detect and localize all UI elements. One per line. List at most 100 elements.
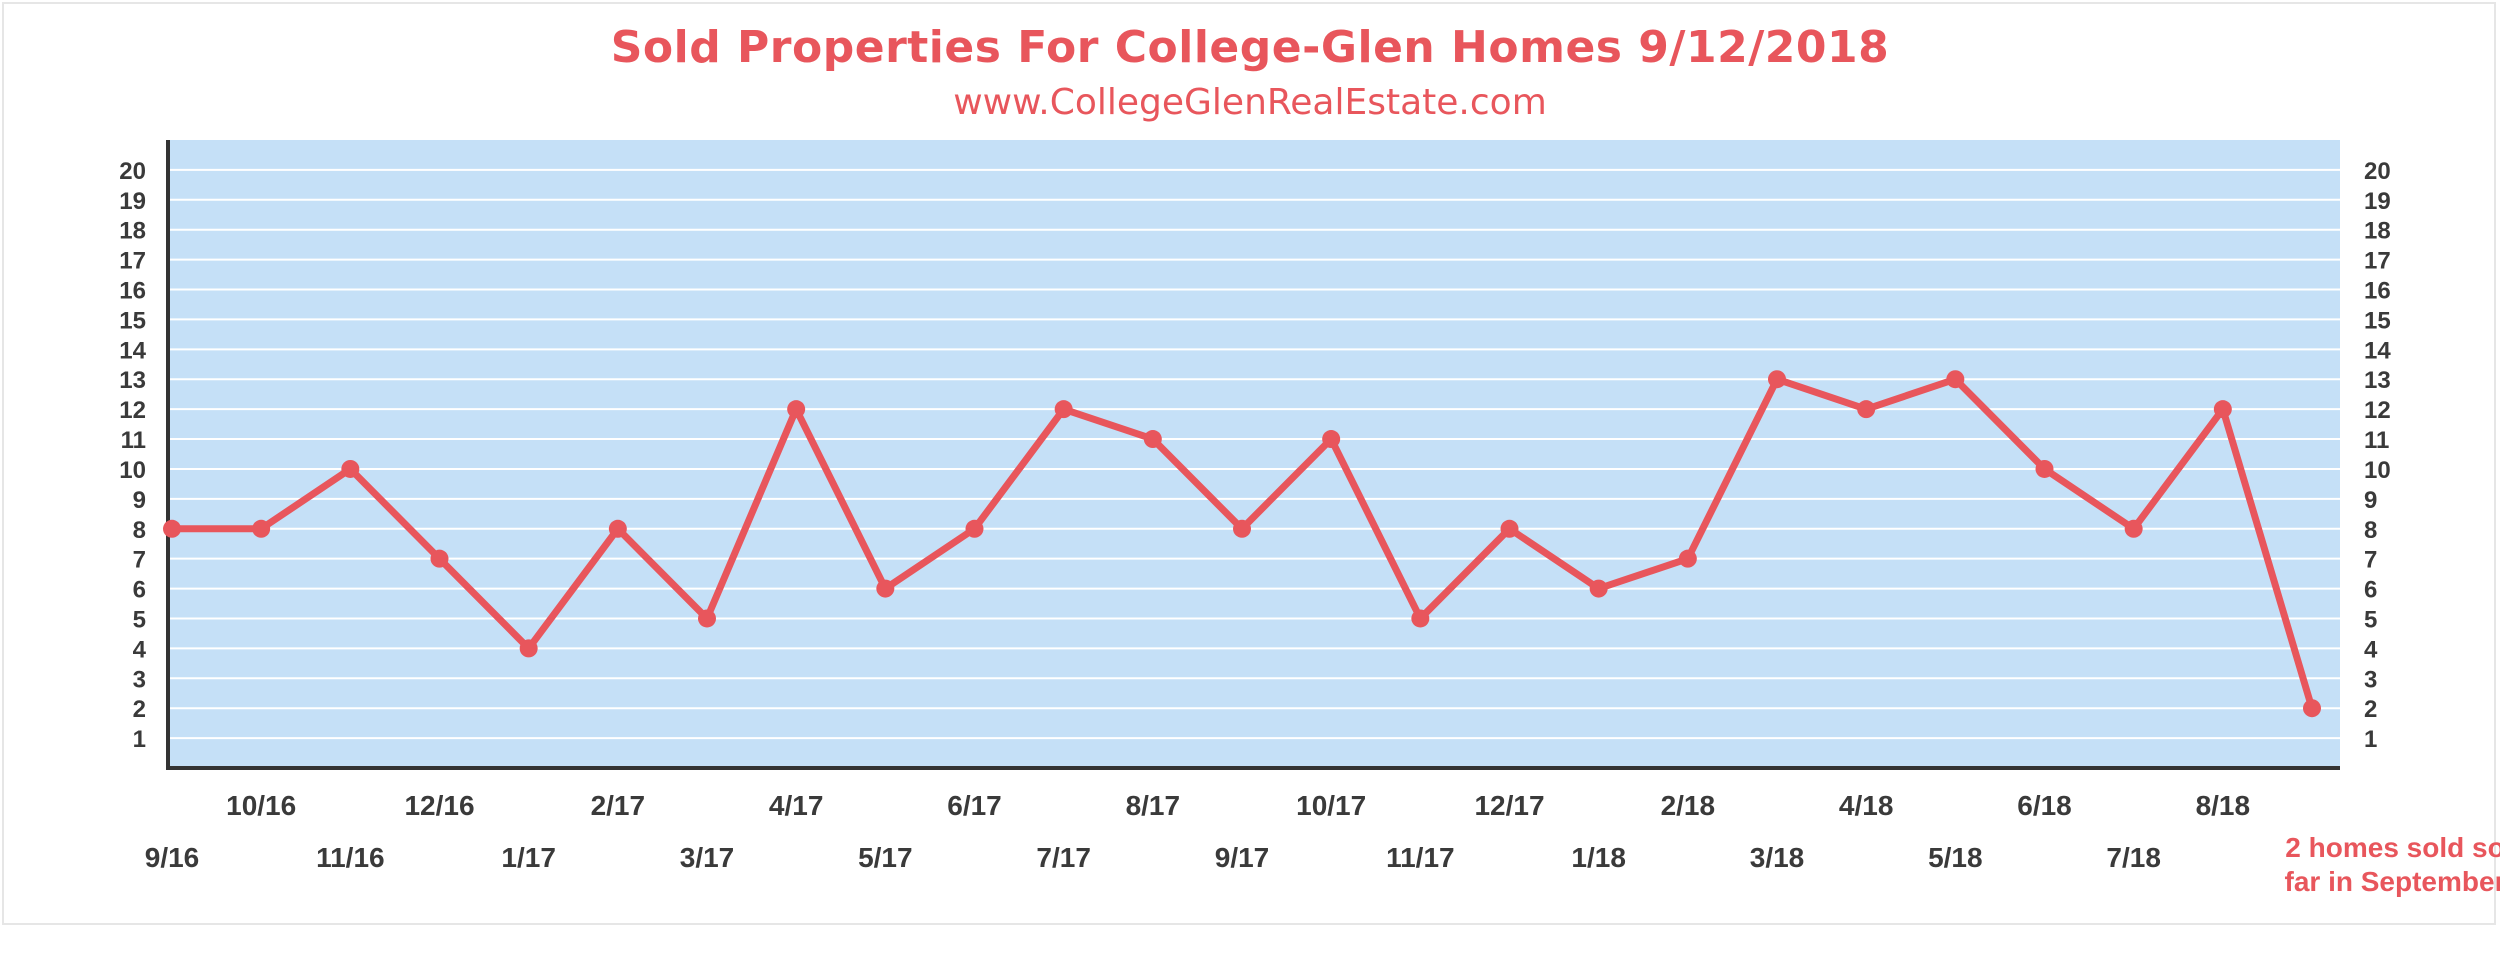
y-tick-label-left: 15 [119,307,146,334]
y-tick-label-left: 10 [119,457,146,484]
data-point [1768,370,1786,389]
y-tick-label-left: 11 [121,427,146,454]
x-tick-label: 1/18 [1571,842,1626,873]
data-point [2213,400,2232,419]
y-tick-label-right: 5 [2364,606,2377,633]
data-point [1143,430,1162,449]
y-tick-label-right: 1 [2364,726,2377,753]
data-point [2035,459,2054,478]
y-tick-label-right: 8 [2364,517,2377,544]
x-tick-label: 2/17 [591,790,646,821]
x-tick-label: 11/16 [316,842,385,873]
y-tick-label-right: 9 [2364,487,2377,514]
y-tick-label-left: 12 [119,397,146,424]
x-tick-label: 3/18 [1750,842,1805,873]
y-tick-label-right: 3 [2364,666,2377,693]
data-point [252,519,271,538]
data-point [163,519,181,538]
y-tick-label-left: 4 [133,636,147,663]
x-tick-label: 1/17 [501,842,556,873]
x-tick-label: 7/18 [2106,842,2161,873]
chart-title: Sold Properties For College-Glen Homes 9… [610,22,1890,73]
data-point [965,519,984,538]
data-point [1857,400,1876,419]
x-tick-label: 6/18 [2017,790,2072,821]
x-tick-label: 9/16 [145,842,200,873]
y-tick-label-right: 10 [2364,457,2391,484]
x-tick-label: 2/18 [1661,790,1716,821]
y-tick-label-left: 19 [119,188,146,215]
y-tick-label-left: 16 [119,278,146,305]
y-tick-label-right: 18 [2364,218,2391,245]
y-tick-label-right: 17 [2364,248,2391,275]
y-tick-label-right: 16 [2364,278,2391,305]
data-point [698,609,716,628]
data-point [1054,400,1073,419]
y-tick-label-right: 2 [2364,696,2377,723]
x-tick-label: 8/18 [2196,790,2251,821]
y-tick-label-right: 15 [2364,307,2391,334]
y-tick-label-right: 4 [2364,636,2378,663]
axes [166,140,2340,770]
y-tick-label-left: 14 [119,337,146,364]
x-tick-label: 10/16 [226,790,296,821]
data-point [1589,579,1608,598]
y-tick-label-left: 20 [119,158,146,185]
data-point [1946,370,1965,389]
data-point [519,639,538,658]
data-point [1233,519,1251,538]
chart-subtitle: www.CollegeGlenRealEstate.com [953,82,1547,123]
x-tick-label: 5/18 [1928,842,1983,873]
data-point [1678,549,1697,568]
data-point [341,459,360,478]
x-tick-label: 4/18 [1839,790,1894,821]
y-tick-label-right: 12 [2364,397,2391,424]
y-tick-label-left: 7 [133,547,146,574]
plot-area [168,140,2340,768]
x-tick-label: 12/17 [1474,790,1544,821]
y-tick-label-right: 7 [2364,547,2377,574]
data-point [1411,609,1430,628]
y-tick-label-left: 17 [119,248,146,275]
data-point [1322,430,1341,449]
x-tick-label: 4/17 [769,790,824,821]
data-point [608,519,627,538]
data-point [876,579,895,598]
y-tick-label-left: 13 [119,367,146,394]
y-tick-label-right: 11 [2364,427,2389,454]
data-points [163,370,2321,718]
x-tick-label: 3/17 [680,842,735,873]
data-point [2124,519,2143,538]
y-tick-label-left: 5 [133,606,146,633]
annotation-line-2: far in September [2285,866,2500,897]
y-tick-label-left: 9 [133,487,146,514]
data-point [787,400,806,419]
y-tick-label-left: 18 [119,218,146,245]
x-tick-label: 11/17 [1386,842,1455,873]
x-tick-label: 9/17 [1215,842,1270,873]
x-tick-label: 6/17 [947,790,1002,821]
x-tick-label: 8/17 [1126,790,1181,821]
y-tick-label-right: 19 [2364,188,2391,215]
x-tick-label: 12/16 [404,790,474,821]
y-tick-label-right: 14 [2364,337,2391,364]
y-tick-label-right: 13 [2364,367,2391,394]
y-tick-label-left: 3 [133,666,146,693]
y-tick-label-left: 2 [133,696,146,723]
y-tick-label-right: 20 [2364,158,2391,185]
x-tick-label: 10/17 [1296,790,1366,821]
y-tick-label-left: 6 [133,577,146,604]
y-tick-label-left: 8 [133,517,146,544]
data-point [2303,699,2321,718]
y-tick-label-left: 1 [133,726,146,753]
data-point [1500,519,1519,538]
annotation-line-1: 2 homes sold so [2285,832,2500,863]
y-tick-label-right: 6 [2364,577,2377,604]
data-point [430,549,449,568]
x-axis-ticks: 9/16 10/16 11/16 12/16 1/17 2/17 3/17 4/17 5/17 6… [145,790,2250,873]
x-tick-label: 5/17 [858,842,913,873]
x-tick-label: 7/17 [1036,842,1091,873]
